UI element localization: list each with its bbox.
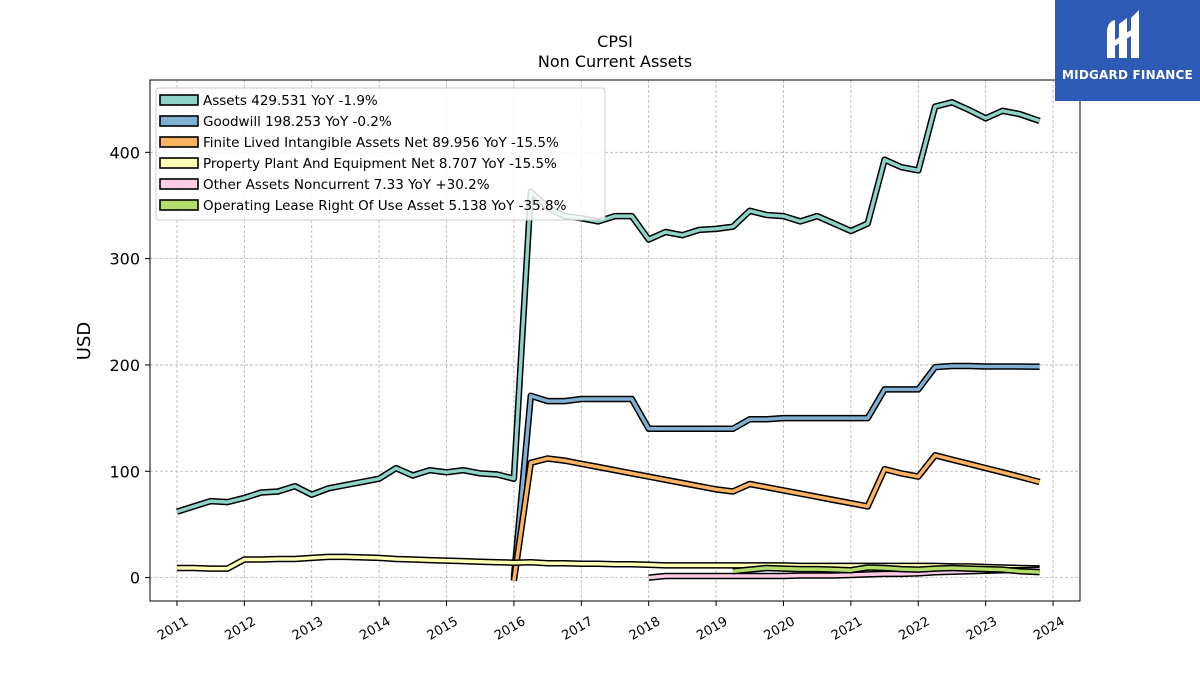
x-tick-label: 2023 — [964, 614, 1000, 644]
legend-label: Property Plant And Equipment Net 8.707 Y… — [203, 156, 557, 172]
legend-swatch — [159, 157, 199, 169]
legend-swatch — [159, 199, 199, 211]
legend-item: Property Plant And Equipment Net 8.707 Y… — [159, 156, 557, 172]
x-tick-label: 2024 — [1031, 614, 1067, 644]
chart-title: CPSI — [597, 32, 633, 51]
x-tick-label: 2017 — [559, 614, 595, 644]
x-tick-label: 2014 — [357, 614, 393, 644]
legend-item: Assets 429.531 YoY -1.9% — [159, 93, 378, 109]
legend-label: Operating Lease Right Of Use Asset 5.138… — [203, 198, 567, 214]
x-tick-label: 2021 — [829, 614, 865, 644]
x-tick-label: 2020 — [762, 614, 798, 644]
legend-swatch — [159, 94, 199, 106]
legend-label: Goodwill 198.253 YoY -0.2% — [203, 114, 392, 130]
legend-item: Other Assets Noncurrent 7.33 YoY +30.2% — [159, 177, 490, 193]
legend-box — [155, 87, 606, 221]
series-2 — [510, 452, 1041, 582]
y-tick-label: 0 — [130, 569, 140, 588]
x-tick-label: 2019 — [694, 614, 730, 644]
series-line — [176, 100, 1041, 514]
legend-swatch — [159, 178, 199, 190]
brand-logo: MIDGARD FINANCE — [1055, 0, 1200, 101]
legend-swatch — [159, 115, 199, 127]
legend-label: Finite Lived Intangible Assets Net 89.95… — [203, 135, 559, 151]
x-tick-label: 2011 — [155, 614, 191, 644]
x-tick-label: 2022 — [896, 614, 932, 644]
plot-area — [149, 79, 1081, 602]
y-tick-label: 300 — [109, 250, 140, 269]
series-line — [732, 565, 1040, 574]
y-tick-label: 400 — [109, 143, 140, 162]
legend-label: Other Assets Noncurrent 7.33 YoY +30.2% — [203, 177, 490, 193]
legend: Assets 429.531 YoY -1.9% Goodwill 198.253… — [155, 87, 606, 221]
legend-item: Operating Lease Right Of Use Asset 5.138… — [159, 198, 567, 214]
y-tick-label: 100 — [109, 462, 140, 481]
x-tick-label: 2013 — [290, 614, 326, 644]
series-0 — [176, 99, 1041, 515]
y-tick-label: 200 — [109, 356, 140, 375]
logo-mark-icon — [1107, 10, 1139, 58]
series-1 — [510, 362, 1040, 578]
legend-label: Assets 429.531 YoY -1.9% — [203, 93, 378, 109]
chart-subtitle: Non Current Assets — [538, 52, 692, 71]
x-tick-label: 2018 — [627, 614, 663, 644]
series-layer — [176, 99, 1041, 582]
legend-swatch — [159, 136, 199, 148]
legend-item: Finite Lived Intangible Assets Net 89.95… — [159, 135, 559, 151]
series-line — [512, 364, 1040, 578]
x-tick-label: 2015 — [425, 614, 461, 644]
x-tick-label: 2016 — [492, 614, 528, 644]
x-tick-label: 2012 — [223, 614, 259, 644]
logo-text: MIDGARD FINANCE — [1062, 68, 1193, 82]
series-5 — [732, 564, 1040, 576]
legend-item: Goodwill 198.253 YoY -0.2% — [159, 114, 392, 130]
series-line — [512, 453, 1041, 582]
y-axis-label: USD — [74, 322, 95, 360]
